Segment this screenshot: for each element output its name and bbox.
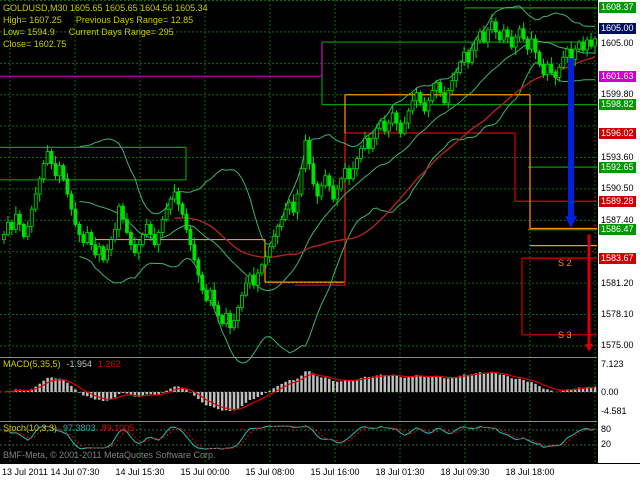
price-scale[interactable]: 1608.37 1605.00 1605.00 1601.63 1599.80 1598.…: [597, 0, 640, 463]
macd-indicator-label: MACD(5,35,5) -1.954 1.262: [3, 359, 121, 369]
stoch-signal-value: 89.1005: [101, 423, 135, 433]
time-axis-label: 15 Jul 00:00: [180, 467, 230, 477]
svg-text:S 2: S 2: [558, 258, 572, 268]
price-scale-label: 1598.82: [599, 99, 636, 111]
time-axis-label: 15 Jul 08:00: [245, 467, 295, 477]
stochastic-indicator-label: Stoch(10,3,3) 97.3803 89.1005: [3, 423, 134, 433]
macd-histogram-value: -1.954: [66, 359, 93, 369]
svg-text:S 3: S 3: [558, 330, 572, 340]
chart-canvas[interactable]: S 2 S 3 GOLDUSD,M30 1605.65 1605.65 1604.…: [0, 0, 597, 463]
time-axis-label: 14 Jul 15:30: [115, 467, 165, 477]
indicator-scale-label: 80: [601, 423, 612, 434]
price-scale-label: 1593.60: [601, 152, 634, 162]
price-scale-label: 1589.28: [599, 195, 636, 207]
high-range-line: High= 1607.25 Previous Days Range= 12.85: [3, 14, 208, 26]
time-axis-label: 13 Jul 2011: [2, 467, 48, 477]
time-axis-label: 18 Jul 01:30: [375, 467, 425, 477]
time-axis-label: 18 Jul 09:30: [440, 467, 490, 477]
chart-graphics: S 2 S 3: [0, 0, 597, 462]
macd-name: MACD(5,35,5): [3, 359, 61, 369]
chart-info-header: GOLDUSD,M30 1605.65 1605.65 1604.56 1605…: [3, 2, 208, 50]
symbol-ohlc-line: GOLDUSD,M30 1605.65 1605.65 1604.56 1605…: [3, 3, 208, 13]
indicator-scale-label: 7.123: [601, 358, 624, 369]
macd-signal-value: 1.262: [98, 359, 121, 369]
price-scale-label: 1596.02: [599, 127, 636, 139]
time-axis-label: 15 Jul 16:00: [310, 467, 360, 477]
time-axis-label: 18 Jul 18:00: [505, 467, 555, 477]
indicator-scale-label: -4.581: [601, 405, 627, 416]
close-line: Close= 1602.75: [3, 39, 67, 49]
current-days-range: Current Days Range= 295: [68, 27, 174, 37]
time-axis[interactable]: 13 Jul 2011 14 Jul 07:30 14 Jul 15:30 15 Ju…: [0, 463, 640, 480]
price-scale-label: 1605.00: [599, 22, 636, 34]
indicator-scale-label: 20: [601, 438, 612, 449]
price-scale-label: 1592.65: [599, 161, 636, 173]
day-high-value: High= 1607.25: [3, 15, 62, 25]
price-scale-label: 1575.00: [601, 340, 634, 351]
price-scale-label: 1586.47: [599, 224, 636, 236]
price-scale-label: 1583.67: [599, 252, 636, 264]
price-scale-label: 1590.50: [601, 183, 634, 194]
price-scale-label: 1605.00: [601, 38, 634, 49]
price-scale-label: 1587.40: [601, 214, 634, 225]
price-scale-label: 1599.80: [601, 89, 634, 100]
price-scale-label: 1578.10: [601, 309, 634, 319]
stoch-name: Stoch(10,3,3): [3, 423, 58, 433]
stoch-main-value: 97.3803: [63, 423, 96, 433]
copyright-notice: BMF-Meta, © 2001-2011 MetaQuotes Softwar…: [3, 450, 216, 460]
price-scale-label: 1581.20: [601, 277, 634, 288]
low-range-line: Low= 1594.9 Current Days Range= 295: [3, 26, 208, 38]
time-axis-label: 14 Jul 07:30: [50, 467, 100, 477]
price-scale-label: 1608.37: [599, 2, 636, 14]
previous-days-range: Previous Days Range= 12.85: [75, 15, 194, 25]
day-low-value: Low= 1594.9: [3, 27, 55, 37]
price-scale-label: 1601.63: [599, 70, 636, 82]
indicator-scale-label: 0.00: [601, 386, 619, 397]
